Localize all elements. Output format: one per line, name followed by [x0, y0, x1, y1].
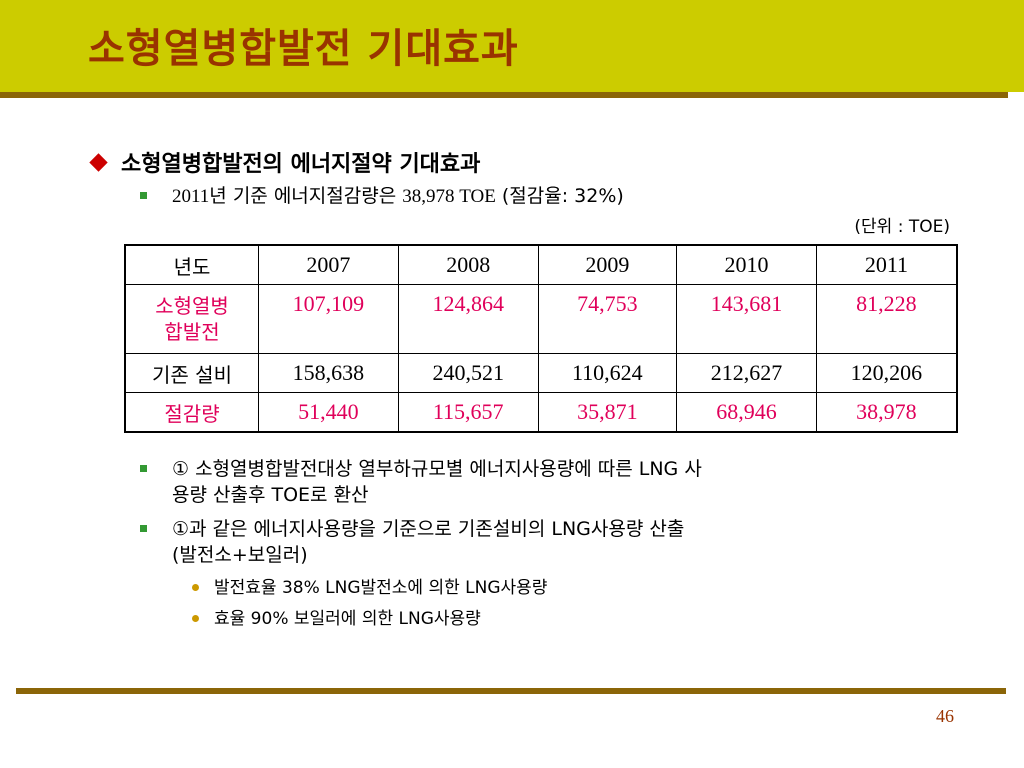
table-cell: 240,521 — [397, 353, 539, 393]
table-cell: 81,228 — [815, 284, 958, 354]
header-cell: 2010 — [676, 244, 817, 285]
dot-bullet-icon — [192, 584, 199, 591]
bullet-line: (발전소+보일러) — [172, 544, 308, 566]
square-bullet-icon — [140, 465, 147, 472]
table-cell: 35,871 — [537, 392, 678, 433]
table-cell: 120,206 — [815, 353, 958, 393]
header-cell: 2007 — [258, 244, 399, 285]
bullet-line: 용량 산출후 TOE로 환산 — [172, 484, 369, 506]
table-cell: 68,946 — [676, 392, 817, 433]
row-label: 소형열병 합발전 — [124, 284, 259, 354]
table-cell: 115,657 — [397, 392, 539, 433]
bullet-2011-savings: 2011년 기준 에너지절감량은 38,978 TOE (절감율: 32%) — [140, 183, 950, 210]
table-cell: 74,753 — [537, 284, 678, 354]
dot-bullet-icon — [192, 615, 199, 622]
header-cell: 2011 — [815, 244, 958, 285]
diamond-bullet-icon — [89, 152, 108, 172]
table-header-row: 년도 2007 2008 2009 2010 2011 — [124, 244, 958, 285]
savings-table: 년도 2007 2008 2009 2010 2011 소형열병 합발전 107,… — [124, 244, 958, 433]
row-label: 절감량 — [124, 392, 259, 433]
table-cell: 110,624 — [537, 353, 678, 393]
table-cell: 107,109 — [258, 284, 399, 354]
square-bullet-icon — [140, 192, 147, 199]
page-number: 46 — [936, 706, 954, 726]
square-bullet-icon — [140, 525, 147, 532]
slide-title: 소형열병합발전 기대효과 — [88, 26, 519, 72]
sub-bullet-text: 효율 90% 보일러에 의한 LNG사용량 — [214, 609, 481, 629]
table-cell: 51,440 — [258, 392, 399, 433]
sub-bullet: 효율 90% 보일러에 의한 LNG사용량 — [192, 607, 481, 631]
heading-text: 소형열병합발전의 에너지절약 기대효과 — [121, 152, 481, 177]
top-divider — [0, 92, 1008, 98]
table-cell: 124,864 — [397, 284, 539, 354]
sub-bullet-text: 발전효율 38% LNG발전소에 의한 LNG사용량 — [214, 578, 548, 598]
bullet-text-a: 년 기준 에너지절감량은 — [209, 185, 403, 207]
bullet-existing-facility: ①과 같은 에너지사용량을 기준으로 기존설비의 LNG사용량 산출 (발전소+… — [140, 516, 950, 568]
bullet-text-b: (절감율: 32%) — [495, 185, 624, 207]
table-row: 기존 설비 158,638 240,521 110,624 212,627 12… — [124, 353, 958, 393]
header-cell: 년도 — [124, 244, 259, 285]
bottom-divider — [16, 688, 1006, 694]
table-cell: 212,627 — [676, 353, 817, 393]
bullet-line: ① 소형열병합발전대상 열부하규모별 에너지사용량에 따른 LNG 사 — [172, 458, 702, 480]
unit-label: (단위 : TOE) — [854, 217, 950, 237]
bullet-lng-calculation: ① 소형열병합발전대상 열부하규모별 에너지사용량에 따른 LNG 사 용량 산… — [140, 456, 950, 508]
table-cell: 158,638 — [258, 353, 399, 393]
bullet-line: ①과 같은 에너지사용량을 기준으로 기존설비의 LNG사용량 산출 — [172, 518, 685, 540]
table-cell: 38,978 — [815, 392, 958, 433]
main-heading: 소형열병합발전의 에너지절약 기대효과 — [88, 146, 480, 178]
sub-bullet: 발전효율 38% LNG발전소에 의한 LNG사용량 — [192, 576, 547, 600]
header-cell: 2009 — [537, 244, 678, 285]
bullet-year: 2011 — [172, 186, 210, 207]
table-row: 절감량 51,440 115,657 35,871 68,946 38,978 — [124, 392, 958, 433]
bullet-value: 38,978 TOE — [402, 186, 496, 207]
row-label: 기존 설비 — [124, 353, 259, 393]
table-row: 소형열병 합발전 107,109 124,864 74,753 143,681 8… — [124, 284, 958, 354]
title-bar: 소형열병합발전 기대효과 — [0, 0, 1024, 92]
header-cell: 2008 — [397, 244, 539, 285]
table-cell: 143,681 — [676, 284, 817, 354]
